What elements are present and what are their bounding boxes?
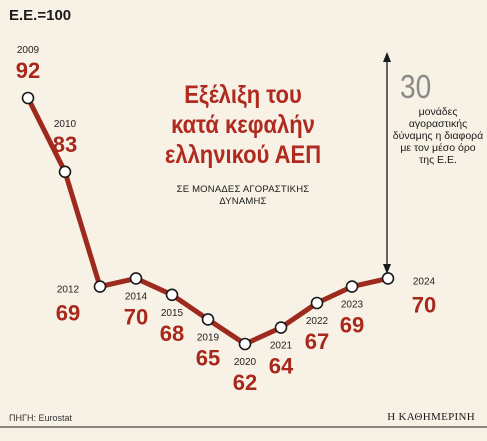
year-label-2021: 2021 [270,341,293,352]
gap-number: 30 [400,68,432,105]
year-label-2020: 2020 [234,357,257,368]
data-labels: 2009 92 2010 83 2012 69 2014 70 2015 68 2019 65 2020… [16,45,436,395]
value-label-2009: 92 [16,58,40,83]
data-point-2014 [129,272,143,285]
gap-description: μονάδες αγοραστικής δύναμης η διαφορά με… [392,106,484,166]
year-label-2022: 2022 [306,316,329,327]
value-label-2014: 70 [124,304,148,329]
data-point-2021 [274,321,288,334]
year-label-2014: 2014 [125,291,148,302]
data-point-2020 [238,337,252,351]
year-label-2019: 2019 [197,332,220,343]
data-points [21,91,395,351]
chart-title: Εξέλιξη του κατά κεφαλήν ελληνικού ΑΕΠ [164,81,322,169]
year-label-2010: 2010 [54,119,77,130]
value-label-2012: 69 [56,301,80,326]
value-label-2024: 70 [412,292,436,317]
value-label-2015: 68 [160,321,184,346]
value-label-2023: 69 [340,313,364,338]
data-point-2019 [201,313,215,326]
publisher-logo: Η ΚΑΘΗΜΕΡΙΝΗ [387,411,475,423]
value-label-2021: 64 [269,354,294,379]
data-point-2022 [310,296,324,310]
value-label-2010: 83 [53,132,77,157]
data-point-2023 [345,280,359,293]
data-point-2015 [165,288,179,302]
year-label-2009: 2009 [17,45,40,56]
value-label-2020: 62 [233,370,257,395]
year-label-2023: 2023 [341,300,364,311]
value-label-2022: 67 [305,329,329,354]
year-label-2015: 2015 [161,308,184,319]
index-base-label: Ε.Ε.=100 [9,7,72,24]
year-label-2024: 2024 [413,276,436,287]
value-label-2019: 65 [196,345,220,370]
data-point-2009 [21,91,35,105]
year-label-2012: 2012 [57,285,80,296]
gap-arrow [383,52,391,274]
data-point-2024 [381,272,395,285]
data-point-2010 [58,165,72,179]
data-point-2012 [93,280,107,293]
chart-subtitle: ΣΕ ΜΟΝΑΔΕΣ ΑΓΟΡΑΣΤΙΚΗΣ ΔΥΝΑΜΗΣ [176,184,310,207]
source-note: ΠΗΓΗ: Eurostat [9,413,72,423]
